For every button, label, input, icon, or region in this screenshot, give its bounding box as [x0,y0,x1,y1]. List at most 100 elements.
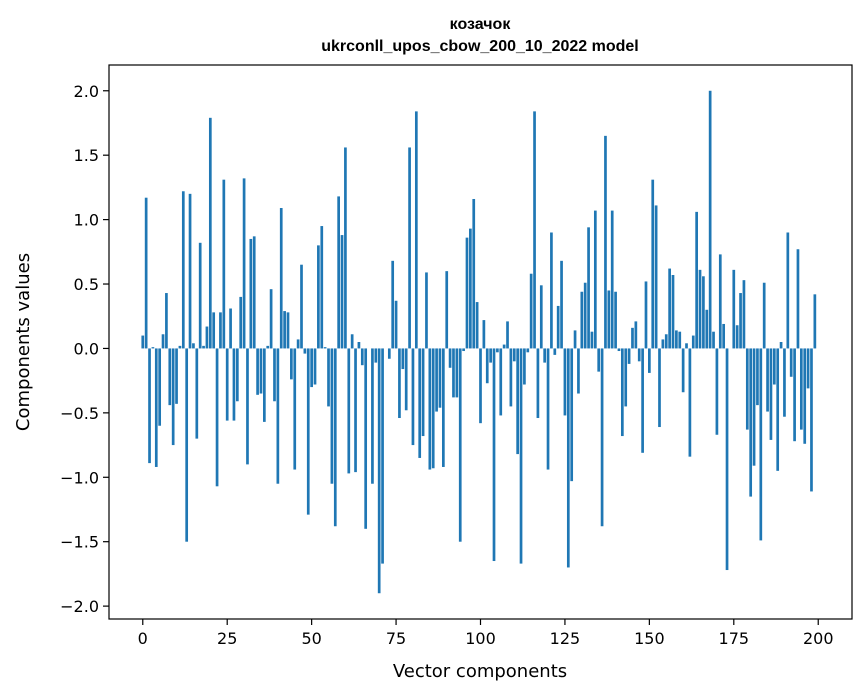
bar [550,232,553,349]
bar [536,348,540,419]
bar [249,238,253,349]
bar [779,342,783,349]
bar [796,249,800,349]
bar [401,348,405,370]
bar [529,273,533,349]
bar [644,281,648,349]
bar [202,345,205,349]
bar [330,348,334,484]
bar [381,348,384,564]
bar [148,348,151,464]
bar [661,339,665,349]
bar [648,348,651,373]
bar [543,348,547,363]
y-tick-label: −2.0 [60,597,99,616]
bar [610,210,614,349]
bar [151,347,155,349]
bar [185,348,189,542]
bar [739,293,742,349]
bar [425,272,428,349]
y-tick-label: −1.5 [60,533,99,552]
bar [523,348,526,385]
bar [300,264,303,349]
bar [769,348,773,440]
y-axis-ticks: 2.0 1.5 1.0 0.5 0.0 −0.5 −1.0 −1.5 −2.0 [60,82,109,616]
bar [624,348,628,407]
bar [290,348,293,380]
bar [442,348,445,467]
bar [664,334,668,349]
bar [691,335,695,349]
bar [293,348,297,470]
bar [229,308,232,349]
bar [303,348,307,354]
bar [675,330,678,349]
bar [678,331,682,349]
x-tick-label: 50 [301,629,321,648]
bar [340,235,344,349]
bar [391,260,395,349]
y-axis-label: Components values [13,253,34,431]
bar [563,348,567,416]
bar [499,348,503,416]
bar [448,348,452,368]
bar [374,348,378,363]
bar [188,193,192,349]
bar [580,291,584,349]
bar [465,237,469,349]
bar [634,321,638,349]
bar [364,348,368,529]
bar [212,312,216,349]
bar [458,348,462,542]
bar [698,269,702,349]
y-tick-label: 1.0 [74,211,99,230]
bar [705,309,709,349]
bars-group [141,90,817,594]
x-axis-ticks: 0 25 50 75 100 125 150 175 200 [138,619,834,648]
bar [553,348,557,355]
y-tick-label: 0.5 [74,275,99,294]
bar [813,294,817,349]
bar [371,348,374,484]
bar [695,211,698,349]
x-tick-label: 175 [719,629,750,648]
bar [347,348,351,474]
bar [745,348,749,430]
y-tick-label: −1.0 [60,468,99,487]
bar [604,135,607,349]
bar [526,348,530,353]
x-tick-label: 200 [803,629,834,648]
bar [708,90,712,349]
bar [225,348,229,421]
bar [651,179,655,349]
bar [496,348,499,353]
x-tick-label: 75 [386,629,406,648]
bar [735,325,739,349]
bar [469,228,472,349]
y-tick-label: −0.5 [60,404,99,423]
bar [702,276,705,349]
bar [154,348,158,467]
bar [296,339,300,349]
bar [671,275,675,349]
bar [242,178,246,349]
bar [539,285,543,349]
bar [485,348,489,384]
bar [715,348,719,435]
bar [475,302,479,349]
bar [752,348,756,466]
bar [789,348,793,377]
bar [175,348,178,404]
bar [144,197,148,349]
bar [279,208,283,349]
bar [772,348,776,385]
y-tick-label: 0.0 [74,339,99,358]
bar [614,291,617,349]
bar [620,348,624,437]
y-tick-label: 2.0 [74,82,99,101]
bar [181,191,185,349]
bar [810,348,813,492]
bar [435,348,438,412]
x-tick-label: 25 [217,629,237,648]
